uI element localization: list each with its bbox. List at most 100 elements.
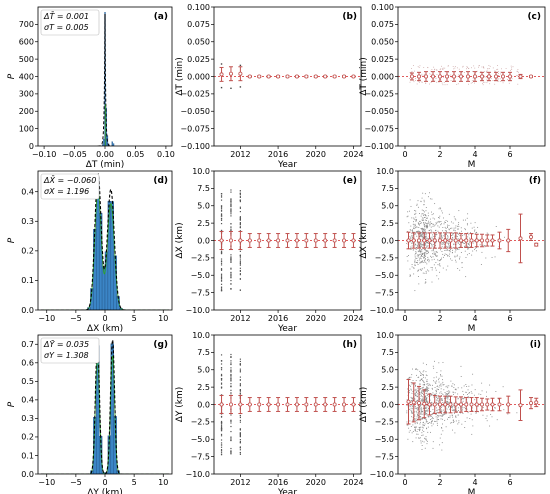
scatter-point: [430, 431, 431, 433]
scatter-point: [459, 235, 461, 237]
scatter-point: [415, 384, 416, 386]
scatter-point: [490, 77, 492, 79]
mean-marker: [257, 74, 262, 79]
scatter-point: [447, 232, 449, 234]
scatter-point: [468, 253, 470, 254]
scatter-point: [417, 79, 419, 81]
scatter-point: [445, 386, 447, 388]
scatter-point: [424, 73, 425, 75]
mean-marker: [228, 402, 233, 407]
scatter-point: [416, 395, 418, 397]
scatter-point: [422, 220, 424, 221]
scatter-point: [426, 225, 428, 227]
y-tick-label: 0.000: [371, 72, 394, 81]
stats-line: σT = 0.005: [44, 23, 89, 32]
scatter-point: [239, 255, 241, 257]
scatter-point: [239, 278, 241, 280]
scatter-point: [239, 226, 241, 228]
scatter-point: [454, 230, 456, 232]
scatter-point: [414, 264, 416, 266]
y-tick-label: −5.0: [191, 435, 210, 444]
scatter-point: [452, 391, 454, 393]
scatter-point: [411, 264, 413, 266]
scatter-point: [431, 250, 433, 252]
scatter-point: [239, 193, 241, 195]
scatter-point: [418, 67, 420, 68]
x-tick-label: 0.05: [127, 150, 145, 159]
scatter-point: [434, 387, 436, 388]
scatter-point: [466, 254, 468, 256]
scatter-point: [230, 211, 232, 213]
scatter-point: [444, 230, 446, 232]
scatter-point: [432, 249, 434, 251]
scatter-point: [473, 394, 475, 396]
scatter-point: [415, 388, 417, 390]
scatter-point: [220, 196, 223, 198]
scatter-point: [420, 374, 422, 376]
scatter-point: [457, 268, 459, 269]
mean-marker: [432, 402, 437, 407]
scatter-point: [411, 400, 412, 402]
scatter-point: [446, 385, 448, 387]
scatter-point: [414, 429, 416, 430]
scatter-point: [419, 423, 421, 425]
scatter-point: [239, 428, 241, 430]
scatter-point: [418, 269, 419, 271]
scatter-point: [424, 231, 426, 233]
scatter-point: [427, 256, 429, 258]
scatter-point: [468, 397, 469, 399]
y-tick-label: 0.100: [187, 3, 210, 12]
scatter-point: [445, 411, 447, 413]
scatter-point: [420, 258, 422, 260]
scatter-point: [438, 381, 440, 383]
y-axis-label: ΔX (km): [175, 222, 185, 258]
scatter-point: [474, 247, 476, 249]
panel-label: (g): [153, 340, 168, 350]
scatter-point: [464, 243, 466, 244]
scatter-point: [435, 230, 436, 232]
scatter-point: [473, 226, 475, 228]
scatter-point: [420, 418, 422, 420]
y-axis-label: P: [7, 401, 17, 407]
scatter-point: [453, 246, 455, 248]
scatter-point: [475, 72, 476, 74]
scatter-point: [411, 245, 413, 247]
mean-marker: [342, 74, 347, 79]
mean-marker: [228, 71, 233, 76]
scatter-point: [439, 374, 441, 375]
scatter-point: [425, 413, 427, 415]
stats-line: ΔȲ = 0.035: [43, 339, 89, 349]
scatter-point: [452, 237, 454, 239]
scatter-point: [421, 235, 423, 237]
scatter-point: [407, 260, 409, 262]
scatter-point: [442, 69, 444, 70]
scatter-point: [429, 419, 431, 420]
scatter-point: [431, 198, 433, 200]
scatter-point: [424, 258, 426, 260]
scatter-point: [426, 427, 428, 429]
scatter-point: [440, 418, 442, 420]
y-tick-label: 0.100: [371, 3, 394, 12]
scatter-point: [442, 379, 443, 381]
y-tick-label: 0: [29, 142, 34, 151]
y-tick-label: −5.0: [375, 435, 394, 444]
scatter-point: [239, 449, 241, 451]
scatter-point: [239, 376, 241, 378]
scatter-point: [411, 231, 413, 233]
scatter-point: [411, 416, 413, 418]
scatter-point: [426, 387, 428, 389]
scatter-point: [422, 422, 424, 424]
scatter-point: [486, 70, 488, 72]
scatter-point: [230, 430, 232, 433]
scatter-point: [416, 414, 418, 416]
scatter-point: [239, 363, 241, 365]
scatter-point: [220, 360, 223, 362]
scatter-point: [418, 283, 420, 285]
scatter-point: [230, 213, 232, 215]
x-tick-label: 2020: [306, 150, 326, 159]
scatter-point: [418, 426, 420, 428]
scatter-point: [220, 213, 223, 215]
scatter-point: [447, 255, 448, 257]
histogram-bar: [112, 143, 115, 146]
y-tick-label: −10.0: [185, 470, 210, 479]
